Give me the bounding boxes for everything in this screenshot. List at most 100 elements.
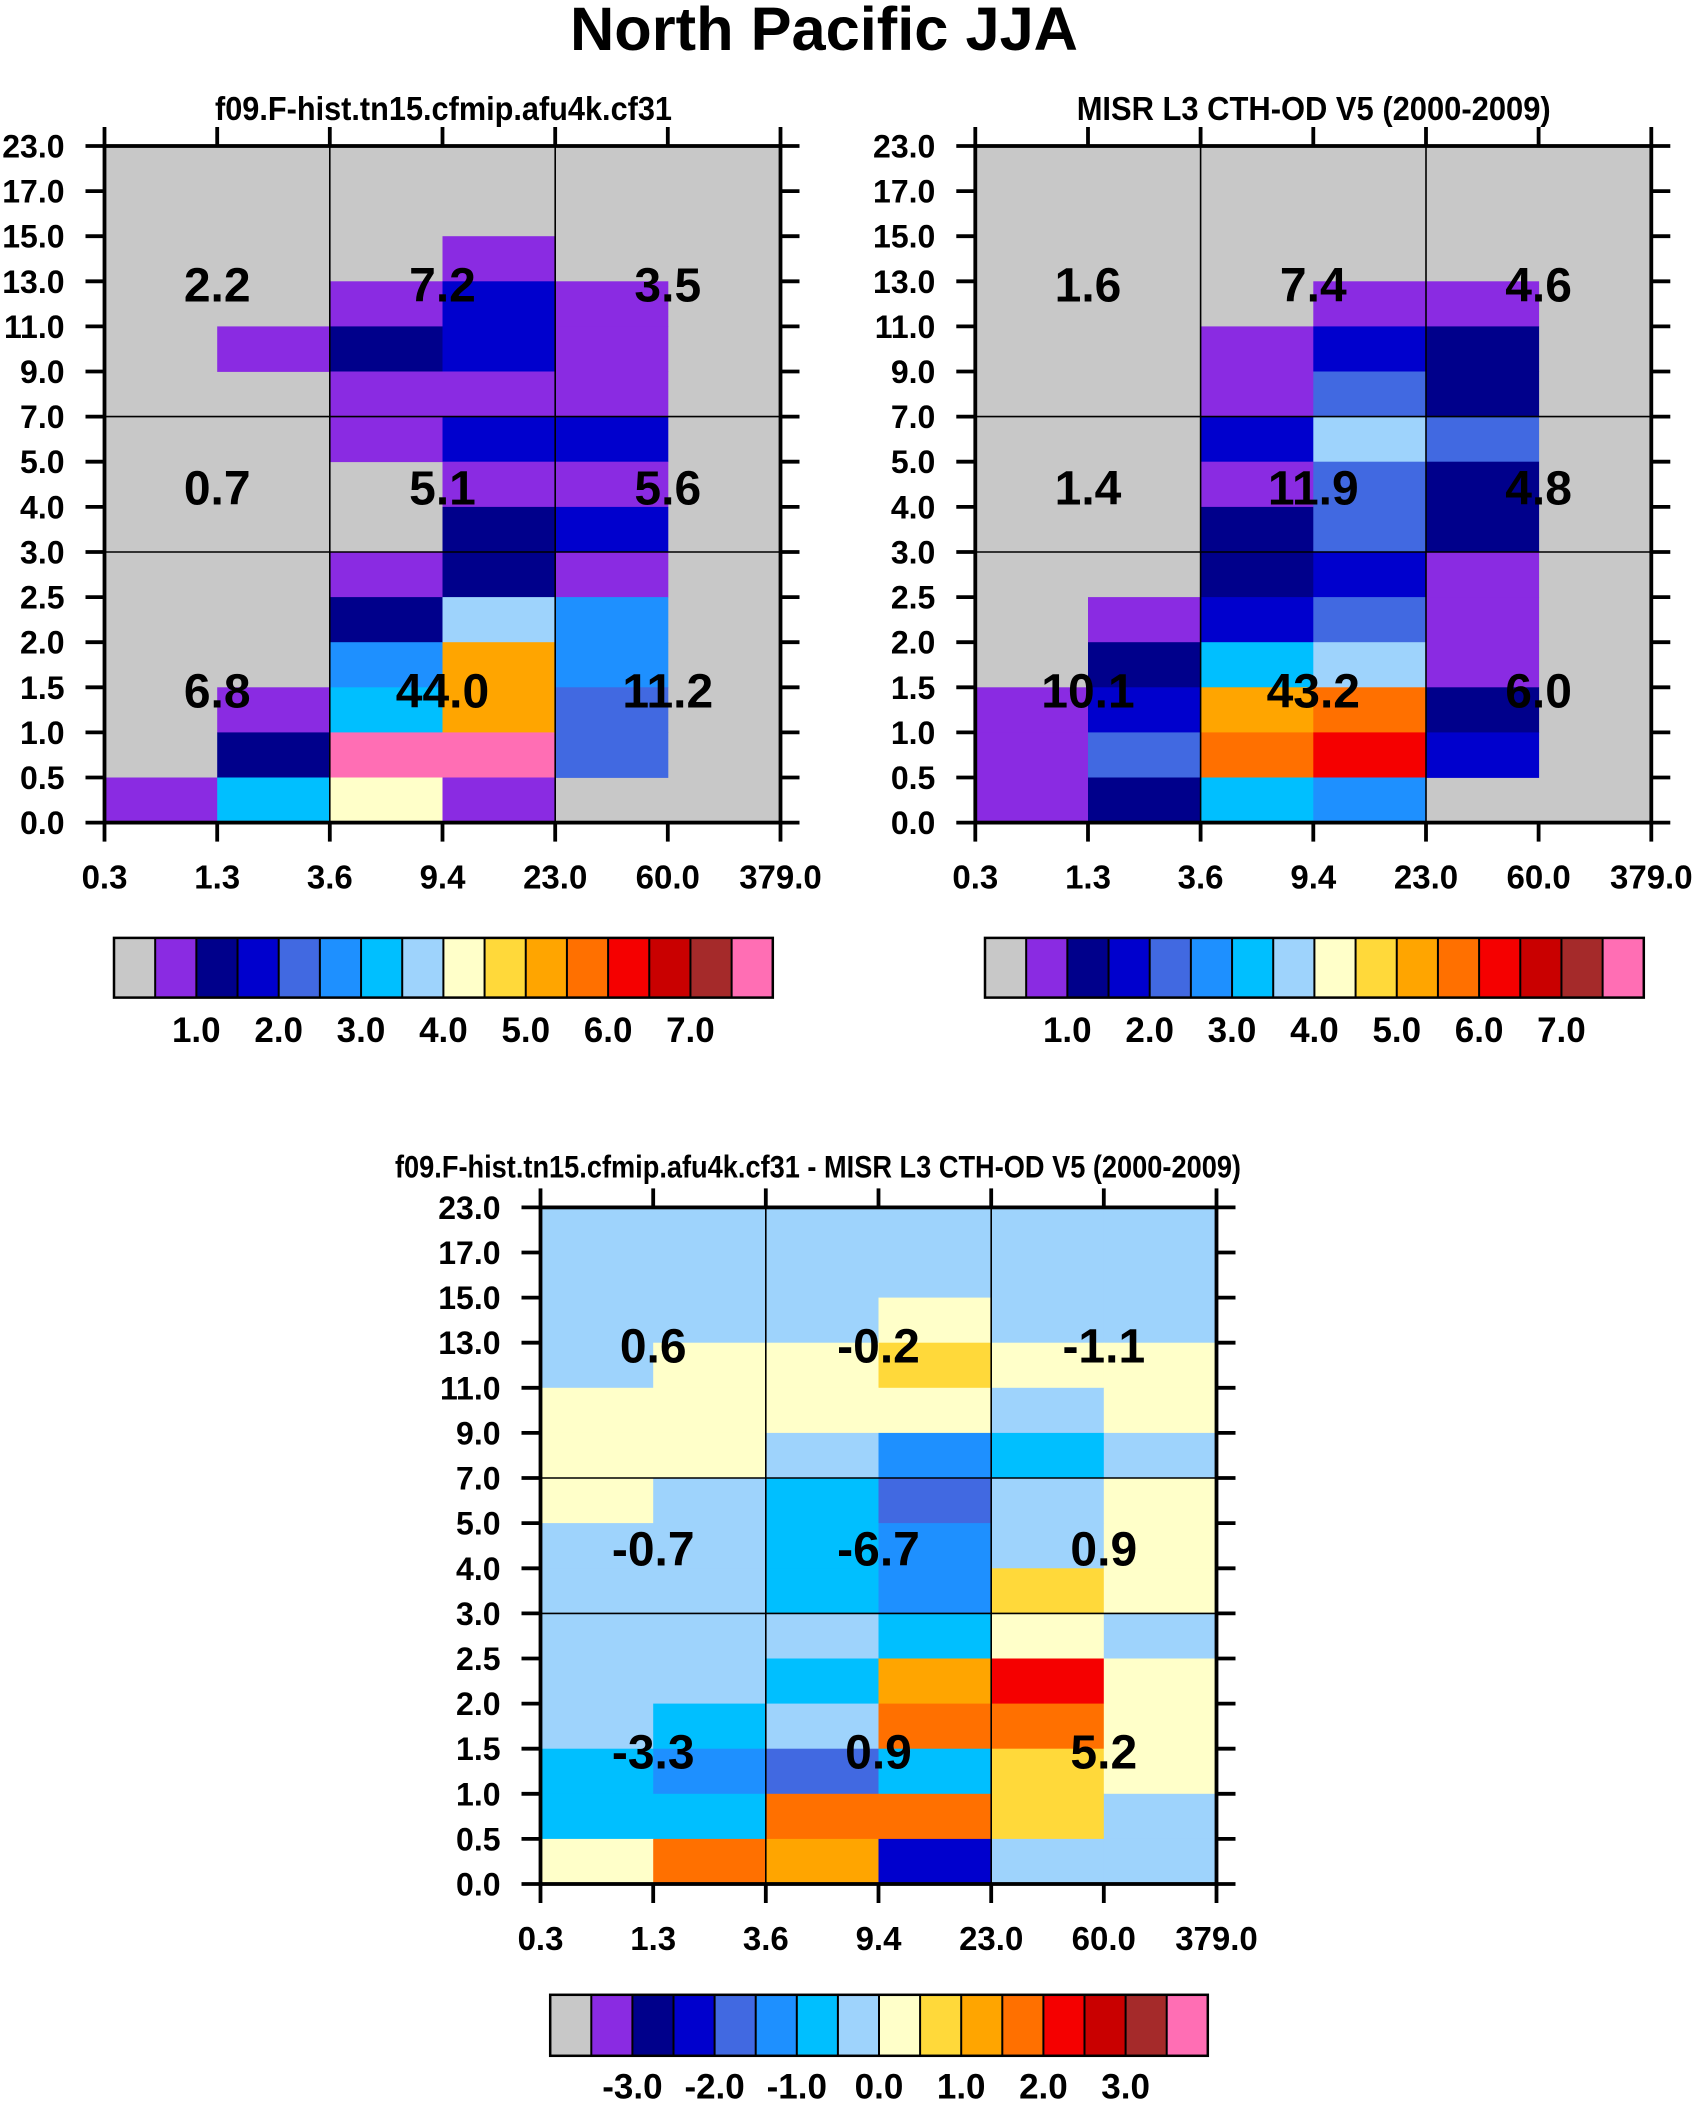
svg-text:1.3: 1.3 (630, 1920, 676, 1957)
svg-text:1.0: 1.0 (891, 715, 935, 751)
svg-text:2.0: 2.0 (1019, 2068, 1068, 2103)
svg-text:7.0: 7.0 (456, 1461, 500, 1497)
svg-text:60.0: 60.0 (1506, 859, 1570, 896)
svg-text:3.0: 3.0 (1208, 1011, 1257, 1050)
svg-text:17.0: 17.0 (2, 174, 64, 210)
svg-text:2.2: 2.2 (184, 259, 251, 312)
svg-text:0.9: 0.9 (845, 1727, 912, 1780)
svg-text:1.5: 1.5 (20, 670, 64, 706)
svg-text:11.9: 11.9 (1268, 462, 1359, 515)
svg-text:3.0: 3.0 (456, 1596, 500, 1632)
svg-text:1.6: 1.6 (1055, 259, 1122, 312)
svg-text:1.0: 1.0 (1043, 1011, 1092, 1050)
svg-text:3.0: 3.0 (20, 535, 64, 571)
svg-text:0.5: 0.5 (20, 760, 64, 796)
svg-text:15.0: 15.0 (438, 1280, 500, 1316)
svg-text:15.0: 15.0 (2, 219, 64, 255)
svg-text:-6.7: -6.7 (837, 1524, 920, 1577)
svg-text:23.0: 23.0 (523, 859, 587, 896)
svg-text:5.6: 5.6 (634, 462, 701, 515)
svg-text:3.5: 3.5 (634, 259, 701, 312)
svg-text:4.0: 4.0 (419, 1011, 468, 1050)
svg-text:2.5: 2.5 (20, 580, 64, 616)
svg-text:7.4: 7.4 (1280, 259, 1347, 312)
svg-text:23.0: 23.0 (1394, 859, 1458, 896)
svg-text:43.2: 43.2 (1267, 665, 1360, 718)
svg-text:5.0: 5.0 (891, 444, 935, 480)
svg-text:379.0: 379.0 (1175, 1920, 1258, 1957)
svg-text:3.0: 3.0 (1101, 2068, 1150, 2103)
svg-text:17.0: 17.0 (873, 174, 935, 210)
svg-text:0.0: 0.0 (456, 1867, 500, 1903)
svg-text:1.5: 1.5 (891, 670, 935, 706)
svg-text:7.0: 7.0 (20, 399, 64, 435)
svg-text:9.4: 9.4 (1290, 859, 1337, 896)
svg-text:2.0: 2.0 (891, 625, 935, 661)
svg-text:9.0: 9.0 (20, 354, 64, 390)
svg-text:4.8: 4.8 (1505, 462, 1572, 515)
svg-text:0.5: 0.5 (891, 760, 935, 796)
svg-text:-3.3: -3.3 (612, 1727, 695, 1780)
svg-text:3.6: 3.6 (307, 859, 353, 896)
svg-text:3.6: 3.6 (1178, 859, 1224, 896)
svg-text:North Pacific JJA: North Pacific JJA (570, 0, 1078, 63)
svg-text:1.3: 1.3 (194, 859, 240, 896)
svg-text:9.4: 9.4 (856, 1920, 903, 1957)
svg-text:9.4: 9.4 (420, 859, 467, 896)
svg-text:0.9: 0.9 (1070, 1524, 1137, 1577)
svg-text:0.7: 0.7 (184, 462, 251, 515)
svg-text:3.0: 3.0 (337, 1011, 386, 1050)
svg-text:13.0: 13.0 (438, 1325, 500, 1361)
svg-text:2.5: 2.5 (456, 1641, 500, 1677)
svg-text:6.8: 6.8 (184, 665, 251, 718)
svg-text:60.0: 60.0 (636, 859, 700, 896)
svg-text:1.4: 1.4 (1055, 462, 1122, 515)
svg-text:7.0: 7.0 (666, 1011, 715, 1050)
svg-text:10.1: 10.1 (1041, 665, 1134, 718)
svg-text:0.3: 0.3 (82, 859, 128, 896)
svg-text:-1.1: -1.1 (1062, 1321, 1145, 1374)
svg-text:5.0: 5.0 (501, 1011, 550, 1050)
svg-text:6.0: 6.0 (1505, 665, 1572, 718)
svg-text:23.0: 23.0 (2, 129, 64, 165)
svg-text:11.0: 11.0 (875, 309, 936, 345)
svg-text:5.2: 5.2 (1070, 1727, 1137, 1780)
svg-text:5.0: 5.0 (1372, 1011, 1421, 1050)
svg-text:11.0: 11.0 (4, 309, 65, 345)
svg-text:7.0: 7.0 (1537, 1011, 1586, 1050)
svg-text:2.0: 2.0 (20, 625, 64, 661)
svg-text:1.0: 1.0 (456, 1776, 500, 1812)
svg-text:0.3: 0.3 (952, 859, 998, 896)
svg-text:0.0: 0.0 (20, 805, 64, 841)
svg-text:23.0: 23.0 (873, 129, 935, 165)
svg-text:23.0: 23.0 (959, 1920, 1023, 1957)
svg-text:6.0: 6.0 (1455, 1011, 1504, 1050)
svg-text:0.3: 0.3 (518, 1920, 564, 1957)
svg-text:1.0: 1.0 (937, 2068, 986, 2103)
svg-text:5.0: 5.0 (20, 444, 64, 480)
svg-text:23.0: 23.0 (438, 1190, 500, 1226)
svg-text:13.0: 13.0 (873, 264, 935, 300)
svg-text:0.6: 0.6 (620, 1321, 687, 1374)
svg-text:13.0: 13.0 (2, 264, 64, 300)
svg-text:-0.2: -0.2 (837, 1321, 920, 1374)
svg-text:4.0: 4.0 (1290, 1011, 1339, 1050)
svg-text:3.6: 3.6 (743, 1920, 789, 1957)
svg-text:5.1: 5.1 (409, 462, 476, 515)
svg-text:4.0: 4.0 (20, 489, 64, 525)
svg-text:15.0: 15.0 (873, 219, 935, 255)
svg-text:7.2: 7.2 (409, 259, 476, 312)
svg-text:4.6: 4.6 (1505, 259, 1572, 312)
svg-text:44.0: 44.0 (396, 665, 489, 718)
svg-text:379.0: 379.0 (1610, 859, 1693, 896)
svg-text:-2.0: -2.0 (684, 2068, 744, 2103)
svg-text:0.0: 0.0 (891, 805, 935, 841)
svg-text:-3.0: -3.0 (602, 2068, 662, 2103)
svg-text:11.2: 11.2 (622, 665, 713, 718)
svg-text:2.0: 2.0 (1125, 1011, 1174, 1050)
svg-text:17.0: 17.0 (438, 1235, 500, 1271)
svg-text:1.5: 1.5 (456, 1731, 500, 1767)
svg-text:1.0: 1.0 (20, 715, 64, 751)
svg-text:MISR L3 CTH-OD V5 (2000-2009): MISR L3 CTH-OD V5 (2000-2009) (1077, 90, 1551, 127)
svg-text:60.0: 60.0 (1072, 1920, 1136, 1957)
